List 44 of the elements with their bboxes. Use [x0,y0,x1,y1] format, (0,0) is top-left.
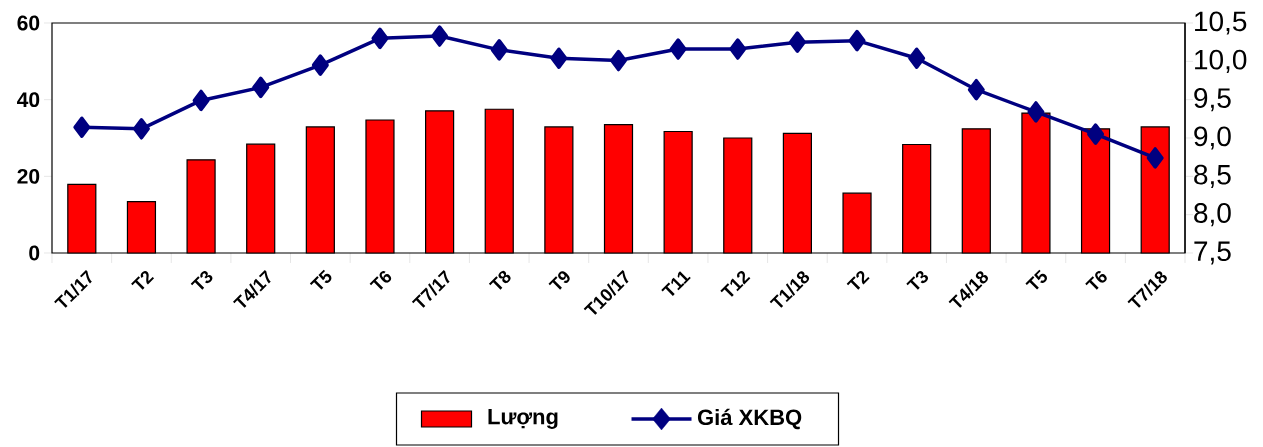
y2-tick-label: 10,5 [1195,11,1247,35]
point [1027,101,1045,123]
point [490,39,508,61]
x-tick-label: T5 [1025,269,1048,290]
y-tick-label: 0 [29,245,40,261]
point [311,54,329,76]
y-tick-label: 20 [17,168,40,184]
x-tick-label: T3 [906,270,929,290]
x-tick-label: T9 [548,271,570,290]
point [967,78,985,101]
x-tick-label: T11 [661,271,691,296]
legend-label: Lượng [488,409,558,429]
point [550,47,568,70]
x-tick-label: T2 [131,270,155,290]
point [729,38,747,60]
x-tick-label: T8 [488,270,511,290]
point [610,49,627,72]
x-tick-label: T5 [309,269,332,290]
y2-tick-label: 8,5 [1194,164,1231,188]
x-tick-label: T2 [846,270,870,290]
y-tick-label: 60 [17,15,40,31]
point [192,89,210,112]
point [669,38,687,60]
point [371,27,389,50]
point [252,76,270,99]
point [848,29,866,52]
x-tick-label: T3 [190,270,213,290]
y2-tick-label: 7,5 [1194,241,1231,265]
point [788,31,806,53]
x-tick-label: T6 [369,270,392,290]
point [1087,123,1105,145]
x-tick-label: T12 [720,270,751,297]
point [73,116,91,139]
point [908,47,926,70]
y2-tick-label: 8,0 [1194,203,1231,227]
x-tick-label: T6 [1085,270,1107,290]
y2-tick-label: 9,0 [1194,126,1231,150]
y2-tick-label: 9,5 [1194,88,1231,112]
point [431,25,449,47]
legend-label: Giá XKBQ [697,408,802,430]
y-tick-label: 40 [17,92,40,108]
point [1146,147,1164,169]
y2-tick-label: 10,0 [1195,49,1247,73]
point [132,118,150,140]
